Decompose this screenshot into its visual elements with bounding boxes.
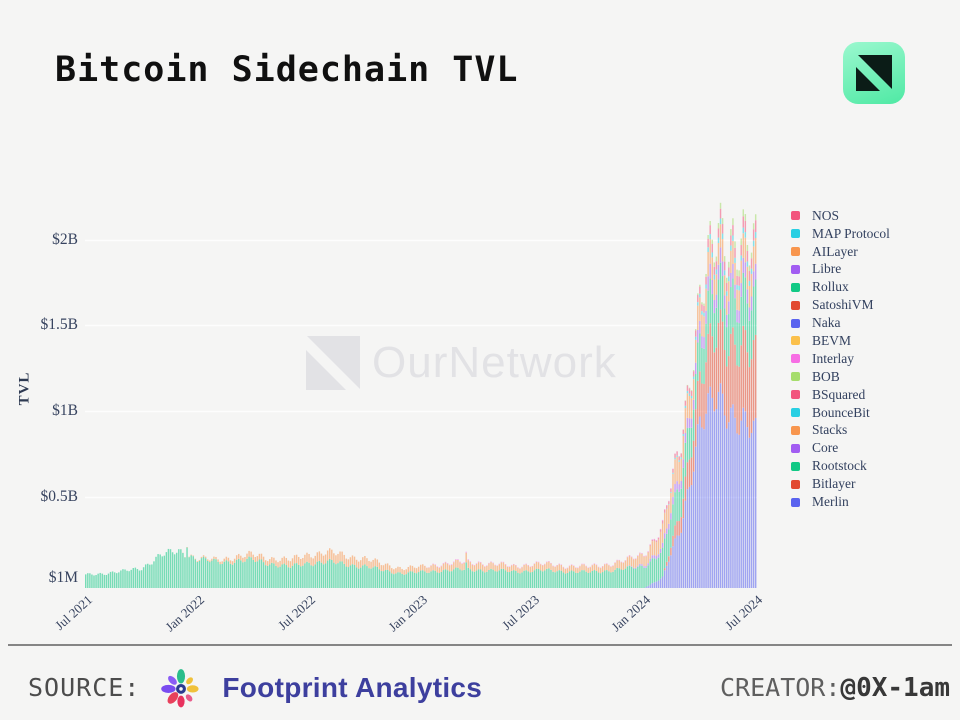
legend-swatch — [791, 336, 800, 346]
legend-item: Naka — [791, 315, 890, 331]
x-tick-label: Jan 2024 — [608, 592, 654, 635]
y-tick-label: $1B — [52, 402, 78, 419]
legend-label: SatoshiVM — [812, 297, 874, 313]
footer-divider — [8, 644, 952, 646]
legend-swatch — [791, 372, 800, 382]
legend-swatch — [791, 264, 800, 274]
watermark: OurNetwork — [306, 336, 617, 390]
legend-swatch — [791, 425, 800, 435]
legend-label: Interlay — [812, 350, 854, 366]
legend-label: NOS — [812, 207, 840, 223]
stacked-bars — [85, 202, 757, 588]
legend-item: BounceBit — [791, 404, 890, 420]
legend-item: Rollux — [791, 279, 890, 295]
legend-label: Libre — [812, 261, 842, 277]
legend-swatch — [791, 479, 800, 489]
legend-item: MAP Protocol — [791, 225, 890, 241]
legend-label: BEVM — [812, 332, 852, 348]
legend-item: BEVM — [791, 332, 890, 348]
legend-item: BOB — [791, 368, 890, 384]
legend-swatch — [791, 318, 800, 328]
legend-item: Libre — [791, 261, 890, 277]
legend-swatch — [791, 408, 800, 418]
source-name: Footprint Analytics — [222, 671, 483, 703]
x-tick-label: Jan 2023 — [385, 592, 431, 635]
legend-label: Naka — [812, 315, 841, 331]
watermark-text: OurNetwork — [372, 338, 617, 387]
legend-label: AILayer — [812, 243, 858, 259]
legend-label: Rollux — [812, 279, 849, 295]
legend-item: BSquared — [791, 386, 890, 402]
x-tick-label: Jul 2024 — [721, 592, 765, 633]
x-tick-label: Jul 2021 — [51, 592, 96, 633]
page-title: Bitcoin Sidechain TVL — [55, 50, 519, 90]
legend-swatch — [791, 229, 800, 239]
legend-item: Rootstock — [791, 458, 890, 474]
y-tick-label: $1.5B — [40, 316, 78, 333]
ournetwork-logo-icon — [843, 42, 905, 104]
legend-item: Merlin — [791, 494, 890, 509]
legend-label: Stacks — [812, 422, 848, 438]
watermark-logo-icon — [306, 336, 360, 390]
legend-swatch — [791, 461, 800, 471]
legend-swatch — [791, 354, 800, 364]
creator-handle: @0X-1am — [840, 672, 950, 703]
legend-label: BounceBit — [812, 404, 870, 420]
legend-item: SatoshiVM — [791, 297, 890, 313]
source-label: SOURCE: — [28, 673, 141, 702]
legend-item: Stacks — [791, 422, 890, 438]
legend-swatch — [791, 390, 800, 400]
x-tick-label: Jul 2023 — [498, 592, 542, 633]
legend-swatch — [791, 497, 800, 507]
legend-item: NOS — [791, 207, 890, 223]
legend-item: Interlay — [791, 350, 890, 366]
legend-item: Core — [791, 440, 890, 456]
legend-label: Merlin — [812, 494, 849, 509]
legend-label: MAP Protocol — [812, 225, 890, 241]
y-tick-label: $1M — [48, 569, 78, 586]
legend-label: Core — [812, 440, 839, 456]
legend-swatch — [791, 211, 800, 221]
x-tick-label: Jul 2022 — [275, 592, 319, 633]
x-tick-label: Jan 2022 — [162, 592, 207, 635]
legend-item: AILayer — [791, 243, 890, 259]
chart-legend: NOS MAP Protocol AILayer Libre Rollux Satoshi… — [791, 207, 890, 513]
legend-label: Bitlayer — [812, 476, 856, 492]
legend-swatch — [791, 443, 800, 453]
y-tick-label: $2B — [52, 231, 78, 248]
legend-label: BOB — [812, 368, 840, 384]
footer-creator: CREATOR: @0X-1am — [720, 660, 950, 715]
legend-item: Bitlayer — [791, 476, 890, 492]
legend-label: BSquared — [812, 386, 866, 402]
y-tick-label: $0.5B — [40, 488, 78, 505]
ournetwork-logo-glyph — [856, 55, 892, 91]
legend-swatch — [791, 247, 800, 257]
legend-swatch — [791, 282, 800, 292]
legend-swatch — [791, 300, 800, 310]
footprint-analytics-logo-icon — [161, 668, 199, 707]
legend-label: Rootstock — [812, 458, 867, 474]
footer-source: SOURCE: Footprint Analytics — [28, 660, 482, 715]
creator-label: CREATOR: — [720, 673, 841, 702]
